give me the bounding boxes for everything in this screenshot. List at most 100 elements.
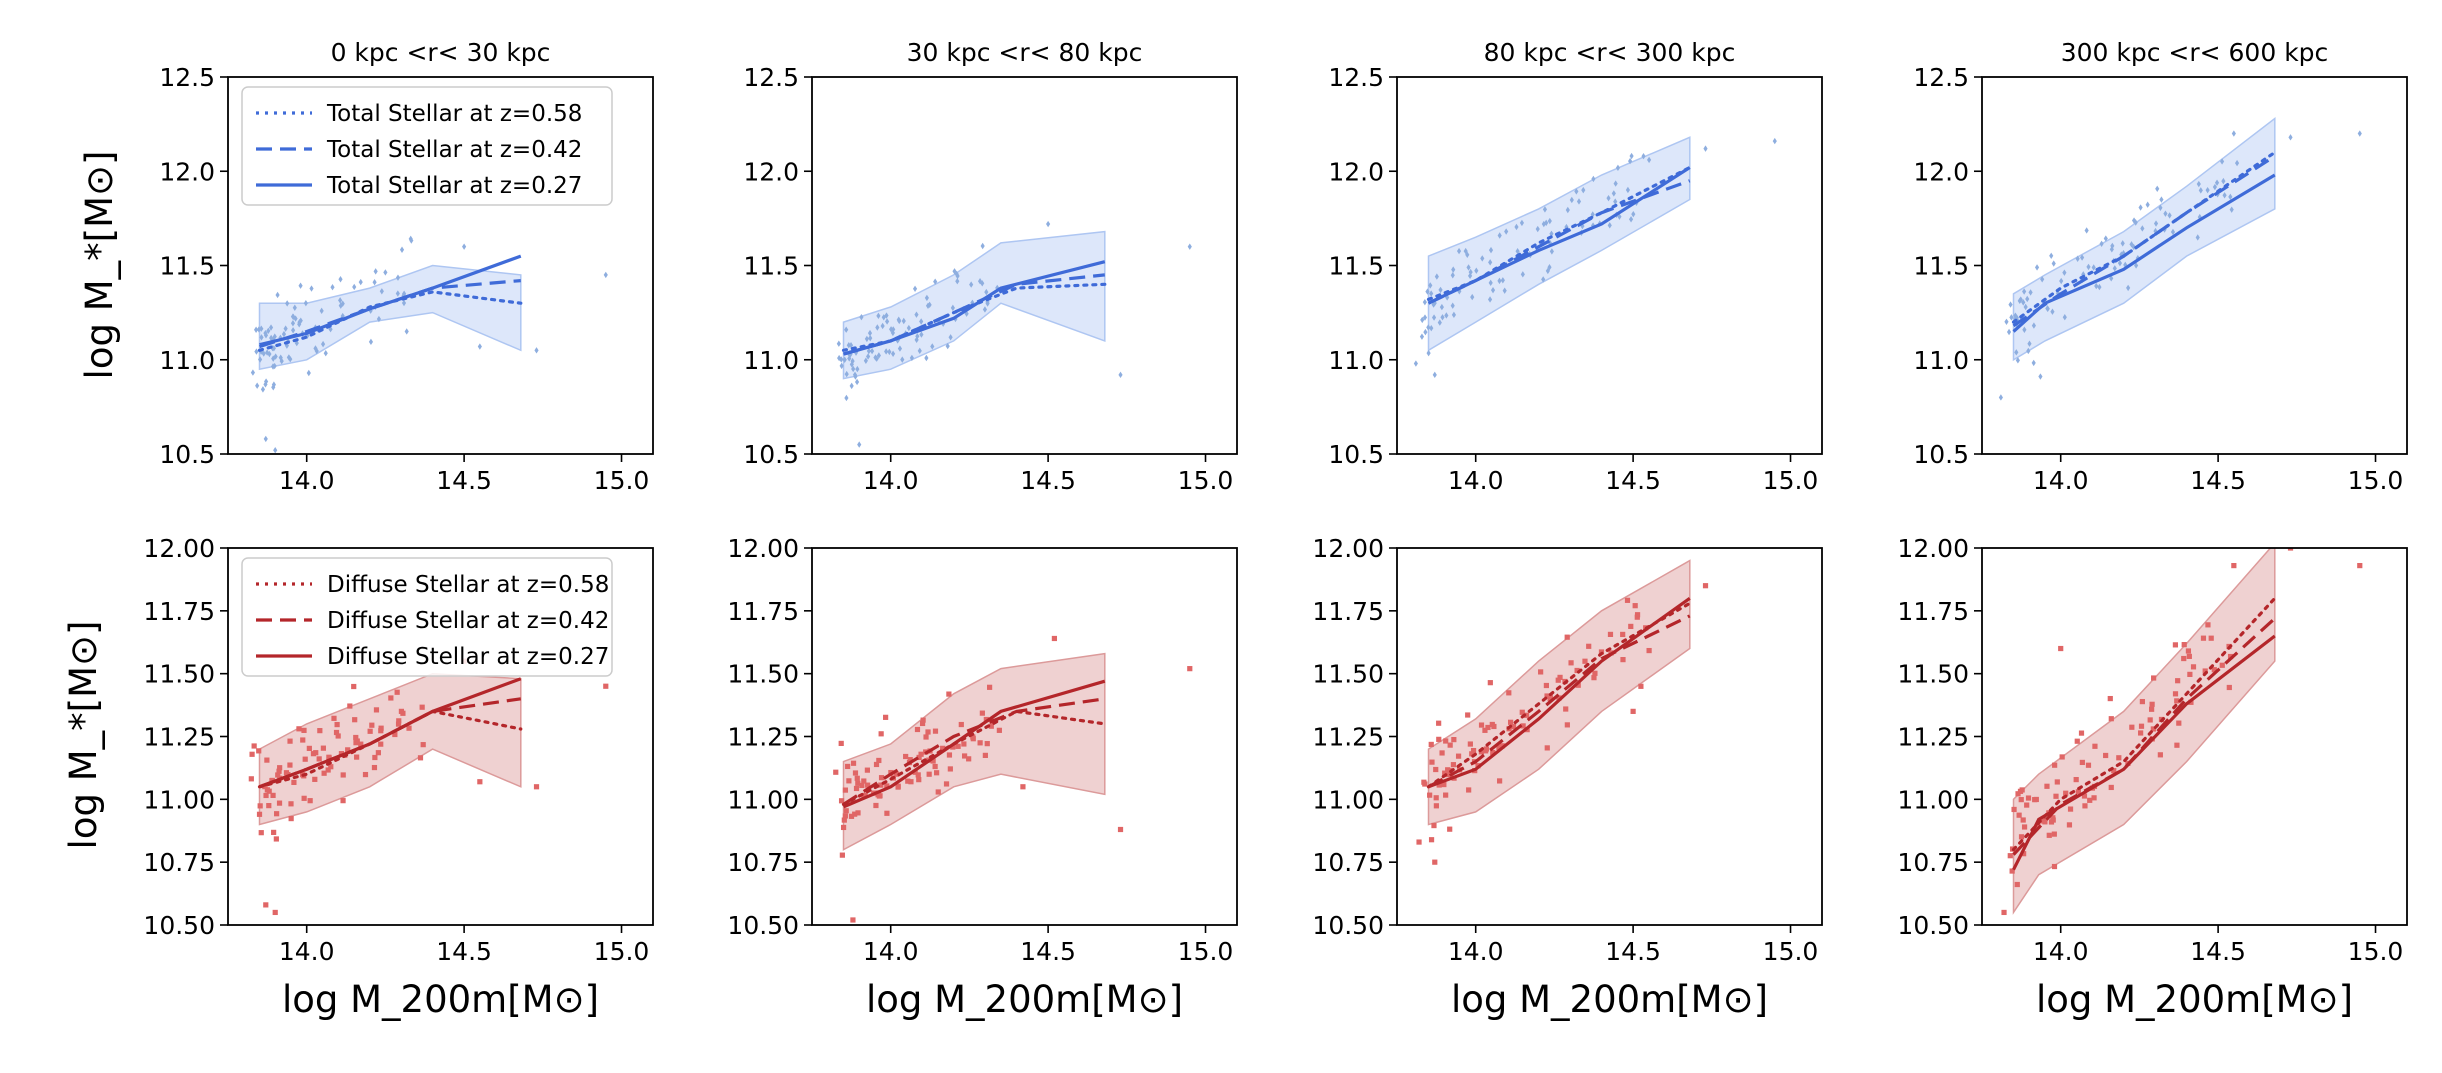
scatter-outlier (2287, 548, 2294, 551)
scatter-point (844, 326, 849, 333)
y-tick-label: 11.0 (743, 346, 799, 375)
scatter-point (340, 300, 345, 307)
y-tick-label: 11.25 (727, 723, 799, 752)
scatter-point (1544, 745, 1550, 751)
scatter-outlier (273, 447, 278, 454)
scatter-point (1574, 188, 1579, 195)
scatter-point (1611, 190, 1616, 197)
scatter-point (306, 369, 311, 377)
scatter-point (1613, 180, 1618, 187)
scatter-point (1478, 722, 1485, 728)
scatter-point (333, 729, 340, 736)
scatter-point (1647, 156, 1652, 164)
scatter-point (316, 756, 322, 762)
scatter-point (258, 830, 264, 836)
series-line-solid (259, 254, 522, 347)
uncertainty-band (1427, 559, 1691, 826)
scatter-point (291, 779, 297, 786)
scatter-point (1497, 778, 1503, 784)
scatter-point (383, 269, 388, 276)
scatter-point (388, 695, 394, 701)
scatter-point (833, 769, 839, 775)
scatter-point (266, 788, 272, 794)
y-tick-label: 11.75 (727, 597, 799, 626)
scatter-point (257, 803, 263, 809)
scatter-point (918, 751, 924, 757)
scatter-point (1469, 751, 1475, 757)
scatter-point (1519, 219, 1525, 227)
y-tick-label: 10.5 (159, 440, 215, 469)
scatter-point (340, 772, 346, 778)
scatter-point (293, 315, 298, 322)
scatter-point (2024, 802, 2030, 808)
scatter-point (1628, 216, 1634, 223)
scatter-point (844, 370, 849, 378)
scatter-point (982, 306, 988, 313)
scatter-point (864, 335, 869, 343)
scatter-point (338, 297, 343, 304)
scatter-point (351, 683, 357, 690)
scatter-point (873, 761, 880, 768)
scatter-point (876, 757, 882, 764)
scatter-point (254, 348, 259, 355)
scatter-point (980, 242, 985, 250)
scatter-point (961, 753, 968, 759)
legend-label: Total Stellar at z=0.27 (326, 173, 582, 199)
scatter-point (1441, 781, 1447, 788)
scatter-point (378, 725, 384, 731)
y-tick-label: 11.25 (1312, 723, 1384, 752)
scatter-point (302, 756, 308, 762)
scatter-point (334, 721, 340, 728)
scatter-point (1436, 720, 1442, 726)
scatter-point (2155, 185, 2160, 193)
scatter-point (1445, 771, 1451, 778)
scatter-point (1564, 722, 1570, 728)
scatter-point (1564, 634, 1570, 640)
scatter-point (2190, 664, 2197, 670)
scatter-point (2020, 817, 2026, 823)
scatter-point (256, 326, 261, 333)
scatter-point (1543, 682, 1549, 689)
panel-3: 14.0 14.5 15.0 10.5 11.0 11.5 12.0 12.5 80 kpc <… (1328, 38, 1823, 495)
scatter-point (2117, 259, 2123, 267)
scatter-point (977, 740, 983, 746)
scatter-outlier (1117, 826, 1124, 833)
plot-area (836, 220, 1192, 448)
scatter-point (2028, 289, 2033, 296)
scatter-point (1504, 228, 1509, 235)
scatter-point (279, 357, 284, 365)
scatter-point (281, 330, 287, 338)
scatter-point (2022, 326, 2027, 333)
y-tick-label: 10.50 (727, 911, 799, 940)
scatter-point (2112, 265, 2117, 272)
scatter-point (920, 717, 926, 723)
scatter-point (2212, 183, 2217, 191)
scatter-point (298, 282, 303, 289)
scatter-point (1467, 272, 1473, 280)
panel-5: 14.0 14.5 15.0 10.50 10.75 11.00 11.25 11.50 11.… (143, 534, 654, 1021)
scatter-point (1631, 210, 1636, 218)
scatter-point (842, 356, 847, 363)
scatter-point (2009, 868, 2015, 874)
scatter-point (884, 348, 889, 355)
series-line-solid (843, 260, 1106, 356)
y-tick-label: 12.5 (159, 63, 215, 92)
scatter-point (368, 338, 374, 346)
scatter-point (1488, 246, 1494, 254)
scatter-point (2147, 717, 2153, 723)
x-tick-label: 14.0 (279, 937, 335, 966)
scatter-point (263, 329, 268, 337)
scatter-point (846, 342, 851, 349)
scatter-point (1451, 737, 1457, 743)
scatter-point (395, 274, 401, 281)
scatter-point (2035, 823, 2041, 829)
scatter-point (358, 741, 364, 747)
scatter-point (1520, 723, 1526, 729)
scatter-point (839, 362, 844, 370)
scatter-point (2059, 277, 2064, 285)
y-tick-label: 12.5 (1913, 63, 1969, 92)
scatter-point (2086, 263, 2091, 271)
scatter-point (2018, 834, 2025, 840)
scatter-point (396, 718, 402, 724)
y-tick-label: 11.75 (143, 597, 215, 626)
